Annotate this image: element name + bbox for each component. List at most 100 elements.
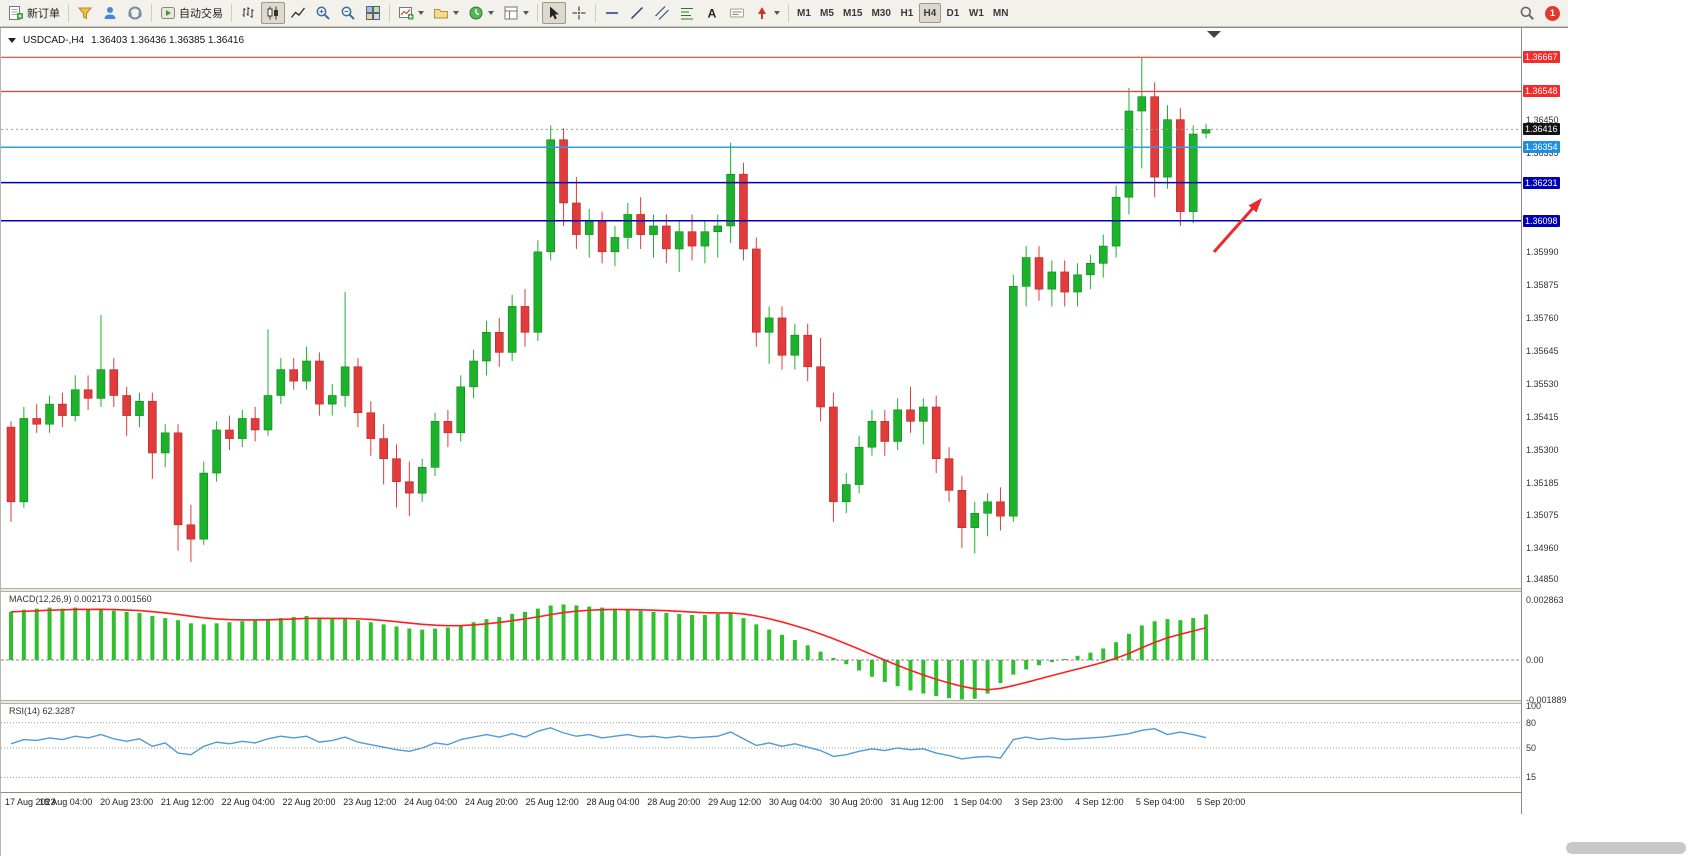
price-line-badge: 1.36354 [1523, 141, 1560, 154]
time-tick: 22 Aug 04:00 [221, 797, 275, 807]
pane-splitter[interactable] [1, 588, 1569, 592]
fibonacci-tool-button[interactable] [675, 2, 699, 24]
time-tick: 30 Aug 04:00 [768, 797, 822, 807]
time-tick: 29 Aug 12:00 [708, 797, 762, 807]
chart-ohlc-values: 1.36403 1.36436 1.36385 1.36416 [91, 35, 245, 46]
zoom-out-button[interactable] [336, 2, 360, 24]
toolbar-separator [231, 4, 232, 22]
community-person-icon [102, 5, 118, 21]
new-chart-button[interactable] [394, 2, 428, 24]
toolbar-separator [151, 4, 152, 22]
price-tick: 1.35415 [1526, 412, 1559, 423]
zoom-out-icon [340, 5, 356, 21]
rsi-name: RSI(14) [9, 706, 41, 716]
time-axis[interactable]: 17 Aug 2023 18 Aug 04:00 20 Aug 23:00 21 Au… [1, 792, 1569, 814]
trend-line-icon [629, 5, 645, 21]
timeframe-h1-button[interactable]: H1 [896, 3, 918, 23]
arrow-shapes-icon [754, 5, 770, 21]
timeframe-mn-button[interactable]: MN [989, 3, 1013, 23]
candlestick-chart-icon [265, 5, 281, 21]
timeframe-m15-button[interactable]: M15 [839, 3, 866, 23]
timeframe-m30-button[interactable]: M30 [867, 3, 894, 23]
rsi-tick: 50 [1526, 743, 1537, 753]
chevron-down-icon [774, 11, 780, 15]
timeframe-m1-button[interactable]: M1 [793, 3, 815, 23]
macd-pane[interactable] [1, 592, 1521, 700]
price-tick: 1.35990 [1526, 246, 1559, 257]
arrows-tool-button[interactable] [750, 2, 784, 24]
market-button[interactable] [73, 2, 97, 24]
time-tick: 5 Sep 04:00 [1135, 797, 1185, 807]
chart-profiles-button[interactable] [429, 2, 463, 24]
folder-profiles-icon [433, 5, 449, 21]
price-tick: 1.35875 [1526, 279, 1559, 290]
rsi-pane[interactable] [1, 704, 1521, 792]
toolbar-separator [595, 4, 596, 22]
pane-splitter[interactable] [1, 700, 1569, 704]
crosshair-button[interactable] [567, 2, 591, 24]
price-tick: 1.34960 [1526, 542, 1559, 553]
main-chart-pane[interactable] [1, 30, 1521, 588]
price-tick: 1.35075 [1526, 509, 1559, 520]
auto-trading-button[interactable]: 自动交易 [156, 2, 227, 24]
channel-tool-button[interactable] [650, 2, 674, 24]
notification-badge[interactable]: 1 [1545, 5, 1560, 21]
zoom-in-button[interactable] [311, 2, 335, 24]
cursor-button[interactable] [542, 2, 566, 24]
tile-windows-icon [365, 5, 381, 21]
trend-line-tool-button[interactable] [625, 2, 649, 24]
price-line-badge: 1.36231 [1523, 176, 1560, 189]
new-order-icon [8, 5, 24, 21]
equidistant-channel-icon [654, 5, 670, 21]
support-button[interactable] [123, 2, 147, 24]
time-tick: 25 Aug 12:00 [525, 797, 579, 807]
line-chart-button[interactable] [286, 2, 310, 24]
macd-tick: -0.001889 [1526, 694, 1567, 705]
chevron-down-icon [418, 11, 424, 15]
price-line-badge: 1.36098 [1523, 214, 1560, 227]
chart-menu-icon[interactable] [8, 38, 16, 43]
new-order-label: 新订单 [27, 8, 60, 20]
time-tick: 5 Sep 20:00 [1196, 797, 1246, 807]
price-axis[interactable]: 1.364501.363351.359901.358751.357601.356… [1521, 28, 1569, 814]
search-icon [1519, 5, 1535, 21]
bar-chart-button[interactable] [236, 2, 260, 24]
time-tick: 17 Aug 2023 [5, 797, 56, 807]
timeframe-m5-button[interactable]: M5 [816, 3, 838, 23]
time-tick: 1 Sep 04:00 [953, 797, 1003, 807]
toolbar-separator [788, 4, 789, 22]
crosshair-icon [571, 5, 587, 21]
candlestick-chart-button[interactable] [261, 2, 285, 24]
time-tick: 24 Aug 20:00 [464, 797, 518, 807]
macd-name: MACD(12,26,9) [9, 594, 72, 604]
label-tool-button[interactable] [725, 2, 749, 24]
text-icon: A [704, 5, 720, 21]
timeframe-w1-button[interactable]: W1 [965, 3, 988, 23]
price-tick: 1.36450 [1526, 114, 1559, 125]
rsi-tick: 15 [1526, 772, 1537, 783]
price-line-badge: 1.36667 [1523, 51, 1560, 64]
timeframe-d1-button[interactable]: D1 [942, 3, 964, 23]
horizontal-line-icon [604, 5, 620, 21]
time-tick: 18 Aug 04:00 [39, 797, 93, 807]
time-tick: 24 Aug 04:00 [404, 797, 458, 807]
time-tick: 4 Sep 12:00 [1075, 797, 1124, 807]
market-icon [77, 5, 93, 21]
macd-current-values: 0.002173 0.001560 [74, 594, 152, 604]
chart-window[interactable]: USDCAD-,H4 1.36403 1.36436 1.36385 1.364… [0, 27, 1569, 856]
tile-windows-button[interactable] [361, 2, 385, 24]
timeframe-h4-button[interactable]: H4 [918, 3, 941, 23]
search-button[interactable] [1515, 2, 1539, 24]
community-button[interactable] [98, 2, 122, 24]
scrollbar-thumb[interactable] [1566, 842, 1686, 854]
time-tick: 21 Aug 12:00 [160, 797, 214, 807]
rsi-current-value: 62.3287 [42, 706, 76, 716]
text-tool-button[interactable]: A [700, 2, 724, 24]
template-button[interactable] [499, 2, 533, 24]
price-tick: 1.35530 [1526, 378, 1559, 389]
chevron-down-icon [453, 11, 459, 15]
new-order-button[interactable]: 新订单 [4, 2, 64, 24]
timeframe-menu-button[interactable] [464, 2, 498, 24]
horizontal-line-tool-button[interactable] [600, 2, 624, 24]
